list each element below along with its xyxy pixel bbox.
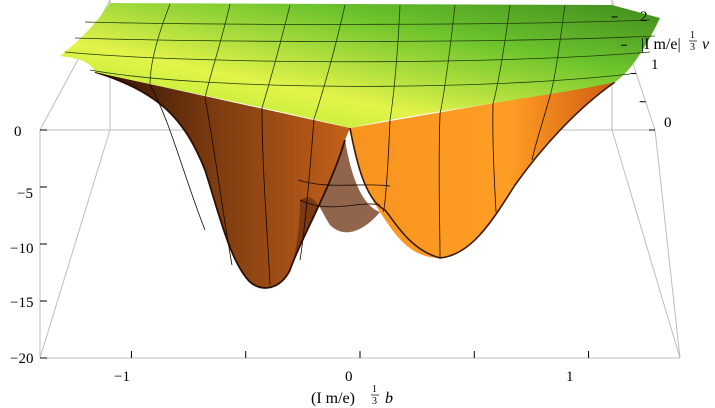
box-edge <box>654 129 681 359</box>
surface-left-rim <box>94 71 346 289</box>
y-axis-label-var: v <box>702 36 710 53</box>
mesh-line <box>389 4 401 121</box>
mesh-line <box>84 19 651 25</box>
surface-right-rim <box>349 81 616 259</box>
mesh-line <box>74 35 656 42</box>
box-edge <box>611 129 681 359</box>
mesh-line <box>439 4 456 115</box>
x-axis-label-main: (I m/e) <box>311 390 355 407</box>
box-edge <box>39 129 111 359</box>
mesh-line <box>492 103 497 213</box>
surface-mesh-lines <box>149 84 551 286</box>
z-tick-label: −15 <box>10 295 33 311</box>
mesh-line <box>297 179 391 187</box>
y-axis-label-exp-num: 1 <box>690 30 695 41</box>
mesh-line <box>492 4 511 105</box>
x-axis-label: (I m/e) 1 3 b <box>311 384 393 407</box>
x-axis-label-exp-den: 3 <box>372 396 377 407</box>
mesh-line <box>299 118 315 261</box>
x-axis-label-var: b <box>385 390 393 407</box>
mesh-line <box>313 4 346 120</box>
y-axis-label: |I m/e| 1 3 v <box>641 30 710 53</box>
surface-left-wall <box>95 72 350 288</box>
y-axis-label-main: |I m/e| <box>641 36 681 53</box>
mesh-line <box>531 95 551 161</box>
mesh-line <box>204 97 233 266</box>
mesh-line <box>549 4 566 97</box>
z-tick-label: −5 <box>17 186 33 202</box>
x-axis-label-exp-num: 1 <box>372 384 377 395</box>
mesh-line <box>438 113 441 259</box>
mesh-line <box>204 3 231 99</box>
z-tick-label: 0 <box>14 124 22 140</box>
y-axis-label-exp-den: 3 <box>690 42 695 53</box>
y-tick-label: 1 <box>651 57 659 73</box>
y-tick-label: 2 <box>640 9 648 25</box>
y-tick-label: 0 <box>664 115 672 131</box>
green-sheet <box>60 3 660 128</box>
x-tick-label: 0 <box>345 369 353 385</box>
surface-right-wall <box>350 82 615 258</box>
z-tick-label: −20 <box>10 351 33 367</box>
lower-surface <box>94 71 616 289</box>
z-tick-label: −10 <box>10 241 33 257</box>
mesh-line <box>89 69 631 87</box>
mesh-line <box>299 199 381 208</box>
mesh-line <box>261 4 291 109</box>
tick-marks <box>40 16 655 359</box>
mesh-line <box>149 84 206 231</box>
upper-surface <box>60 3 660 128</box>
green-mesh-lines <box>64 3 656 121</box>
x-tick-label: 1 <box>566 369 574 385</box>
mesh-line <box>261 107 271 286</box>
mesh-line <box>64 51 651 63</box>
surface-center-ridge <box>290 140 380 270</box>
x-tick-label: −1 <box>114 369 130 385</box>
mesh-line <box>149 3 171 86</box>
mesh-line <box>382 119 391 213</box>
